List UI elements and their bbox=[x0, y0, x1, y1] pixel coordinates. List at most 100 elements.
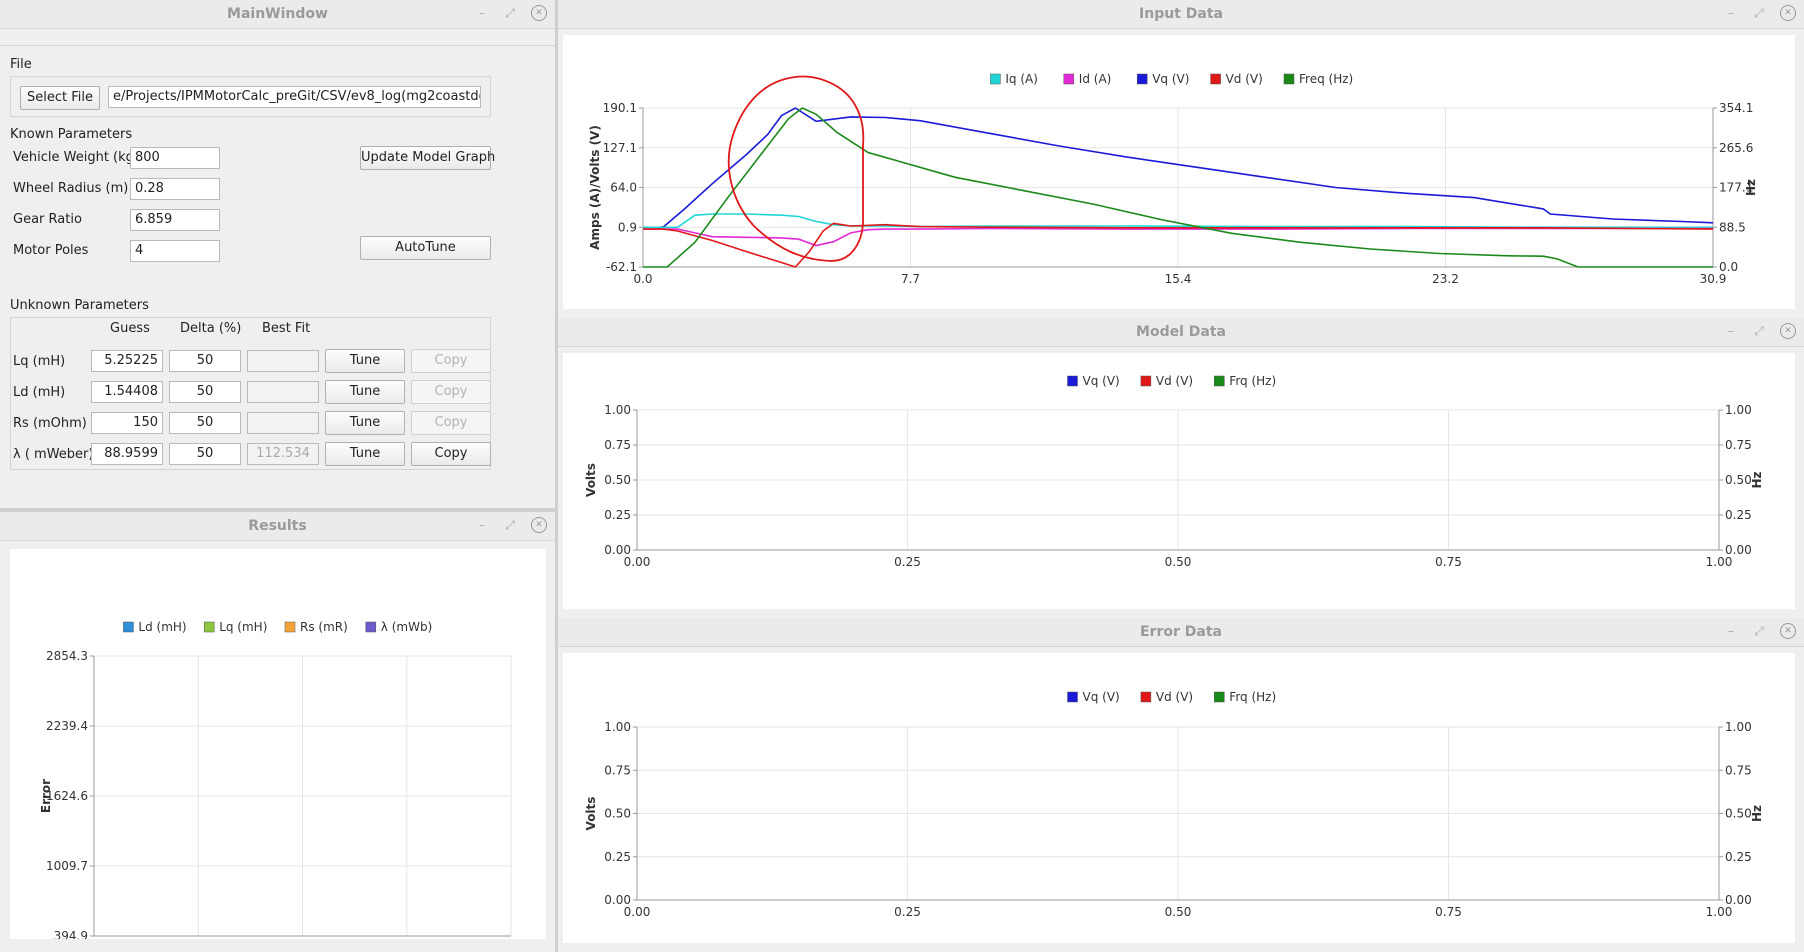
legend-swatch bbox=[1210, 73, 1221, 85]
y2-tick-label: 0.0 bbox=[1719, 260, 1738, 274]
window-divider[interactable] bbox=[555, 0, 558, 952]
close-icon[interactable]: ✕ bbox=[531, 517, 547, 533]
ld-delta-field[interactable]: 50 bbox=[169, 381, 241, 403]
model-data-title: Model Data bbox=[1136, 324, 1226, 340]
lq-tune-button[interactable]: Tune bbox=[325, 349, 405, 373]
known-label-radius: Wheel Radius (m) bbox=[13, 181, 129, 196]
legend-label: λ (mWb) bbox=[381, 620, 432, 634]
y2-tick-label: 354.1 bbox=[1719, 101, 1753, 115]
update-model-graph-button[interactable]: Update Model Graph bbox=[360, 146, 495, 170]
error-data-title: Error Data bbox=[1140, 624, 1222, 640]
x-tick-label: 1.00 bbox=[1706, 905, 1733, 919]
x-tick-label: 0.75 bbox=[1435, 905, 1462, 919]
legend-label: Frq (Hz) bbox=[1229, 374, 1276, 388]
minimize-icon[interactable]: – bbox=[1728, 6, 1734, 20]
y-tick-label: 0.9 bbox=[618, 220, 637, 234]
toolbar-area bbox=[0, 37, 555, 46]
results-titlebar[interactable]: Results – ⤢ ✕ bbox=[0, 512, 555, 541]
close-icon[interactable]: ✕ bbox=[531, 5, 547, 21]
y2-axis-title: Hz bbox=[1750, 805, 1764, 822]
float-icon[interactable]: ⤢ bbox=[1754, 623, 1764, 638]
ld-tune-button[interactable]: Tune bbox=[325, 380, 405, 404]
legend-swatch bbox=[1140, 375, 1152, 387]
lambda-best-fit-field: 112.534 bbox=[247, 443, 319, 465]
y-tick-label: 2239.4 bbox=[46, 719, 88, 733]
error-data-titlebar[interactable]: Error Data – ⤢ ✕ bbox=[558, 618, 1804, 647]
close-icon[interactable]: ✕ bbox=[1780, 323, 1796, 339]
float-icon[interactable]: ⤢ bbox=[1754, 5, 1764, 20]
motor-poles-field[interactable]: 4 bbox=[130, 240, 220, 262]
close-icon[interactable]: ✕ bbox=[1780, 5, 1796, 21]
legend-label: Freq (Hz) bbox=[1299, 72, 1353, 86]
legend-label: Vd (V) bbox=[1226, 72, 1263, 86]
ld-best-fit-field bbox=[247, 381, 319, 403]
lambda-guess-field[interactable]: 88.9599 bbox=[91, 443, 163, 465]
y-tick-label: 0.25 bbox=[604, 508, 631, 522]
legend-label: Vq (V) bbox=[1083, 690, 1120, 704]
lq-delta-field[interactable]: 50 bbox=[169, 350, 241, 372]
file-path-field[interactable]: e/Projects/IPMMotorCalc_preGit/CSV/ev8_l… bbox=[108, 86, 481, 108]
main-window-title: MainWindow bbox=[227, 6, 328, 22]
legend-swatch bbox=[284, 621, 296, 633]
y2-tick-label: 0.25 bbox=[1725, 850, 1752, 864]
legend-swatch bbox=[1067, 375, 1078, 387]
lambda-delta-field[interactable]: 50 bbox=[169, 443, 241, 465]
close-icon[interactable]: ✕ bbox=[1780, 623, 1796, 639]
lambda-copy-button[interactable]: Copy bbox=[411, 442, 491, 466]
legend-label: Rs (mR) bbox=[300, 620, 348, 634]
y2-tick-label: 1.00 bbox=[1725, 403, 1752, 417]
main-window-titlebar[interactable]: MainWindow – ⤢ ✕ bbox=[0, 0, 555, 29]
file-group bbox=[10, 76, 491, 117]
vehicle-weight-field[interactable]: 800 bbox=[130, 147, 220, 169]
y-tick-label: 0.25 bbox=[604, 850, 631, 864]
ld-guess-field[interactable]: 1.54408 bbox=[91, 381, 163, 403]
results-chart-panel: Ld (mH)Lq (mH)Rs (mR)λ (mWb)44.566.789.0… bbox=[10, 549, 546, 952]
unknown-params-label: Unknown Parameters bbox=[10, 298, 149, 313]
legend-label: Iq (A) bbox=[1005, 72, 1038, 86]
rs-delta-field[interactable]: 50 bbox=[169, 412, 241, 434]
model-data-titlebar[interactable]: Model Data – ⤢ ✕ bbox=[558, 318, 1804, 347]
wheel-radius-field[interactable]: 0.28 bbox=[130, 178, 220, 200]
lambda-tune-button[interactable]: Tune bbox=[325, 442, 405, 466]
legend-swatch bbox=[1140, 691, 1152, 703]
gear-ratio-field[interactable]: 6.859 bbox=[130, 209, 220, 231]
rs-guess-field[interactable]: 150 bbox=[91, 412, 163, 434]
lq-copy-button[interactable]: Copy bbox=[411, 349, 491, 373]
y-axis-title: Error bbox=[39, 779, 53, 813]
legend-label: Vq (V) bbox=[1083, 374, 1120, 388]
window-splitter[interactable] bbox=[0, 508, 555, 512]
y-tick-label: 0.50 bbox=[604, 807, 631, 821]
x-tick-label: 0.25 bbox=[894, 905, 921, 919]
y-tick-label: 127.1 bbox=[603, 141, 637, 155]
float-icon[interactable]: ⤢ bbox=[505, 5, 515, 20]
y-tick-label: 1.00 bbox=[604, 720, 631, 734]
y-tick-label: 0.75 bbox=[604, 438, 631, 452]
y-tick-label: 2854.3 bbox=[46, 649, 88, 663]
y2-tick-label: 0.00 bbox=[1725, 893, 1752, 907]
y2-tick-label: 88.5 bbox=[1719, 220, 1746, 234]
float-icon[interactable]: ⤢ bbox=[505, 517, 515, 532]
results-title: Results bbox=[248, 518, 307, 534]
input-data-chart: Iq (A) Id (A) Vq (V) Vd (V) Freq (Hz) 0.0 7.7 1… bbox=[588, 72, 1758, 286]
y-tick-label: 1624.6 bbox=[46, 789, 88, 803]
x-tick-label: 0.00 bbox=[624, 555, 651, 569]
lq-guess-field[interactable]: 5.25225 bbox=[91, 350, 163, 372]
select-file-button[interactable]: Select File bbox=[20, 86, 100, 110]
autotune-button[interactable]: AutoTune bbox=[360, 236, 491, 260]
rs-copy-button[interactable]: Copy bbox=[411, 411, 491, 435]
minimize-icon[interactable]: – bbox=[1728, 324, 1734, 338]
rs-tune-button[interactable]: Tune bbox=[325, 411, 405, 435]
main-window: MainWindow – ⤢ ✕ File Select File e/Proj… bbox=[0, 0, 555, 508]
param-label-rs: Rs (mOhm) bbox=[13, 416, 87, 431]
rs-best-fit-field bbox=[247, 412, 319, 434]
minimize-icon[interactable]: – bbox=[1728, 624, 1734, 638]
float-icon[interactable]: ⤢ bbox=[1754, 323, 1764, 338]
x-tick-label: 7.7 bbox=[901, 272, 920, 286]
minimize-icon[interactable]: – bbox=[479, 518, 485, 532]
results-chart: Ld (mH)Lq (mH)Rs (mR)λ (mWb)44.566.789.0… bbox=[39, 620, 528, 952]
minimize-icon[interactable]: – bbox=[479, 6, 485, 20]
annotation-circle bbox=[727, 75, 865, 262]
ld-copy-button[interactable]: Copy bbox=[411, 380, 491, 404]
input-data-titlebar[interactable]: Input Data – ⤢ ✕ bbox=[558, 0, 1804, 29]
series-line bbox=[643, 222, 1714, 268]
